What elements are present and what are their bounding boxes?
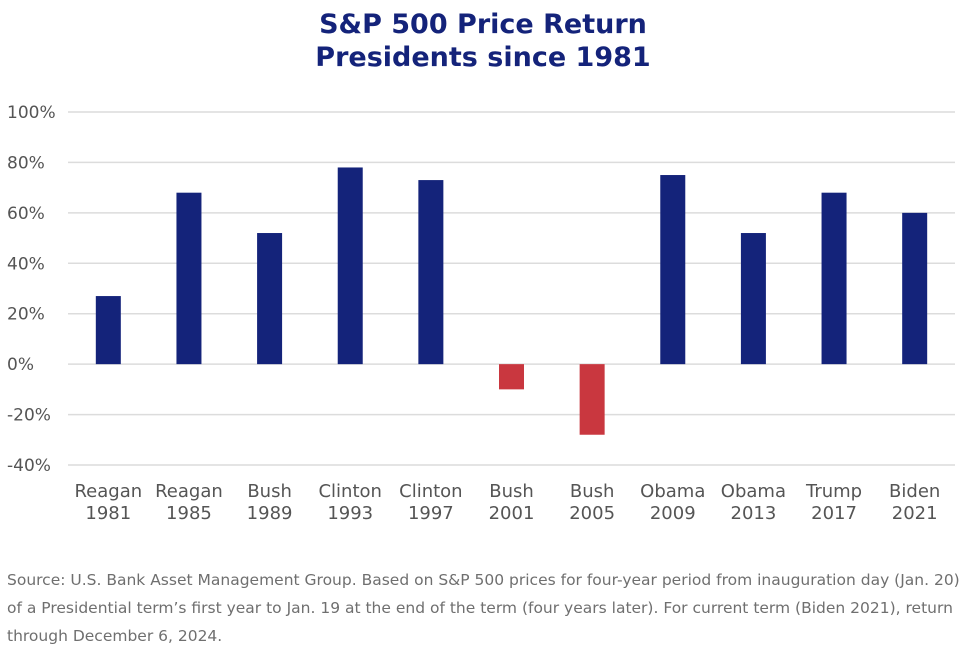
x-tick-label: 2005 — [569, 503, 615, 524]
bar — [176, 192, 202, 365]
y-tick-label: 80% — [7, 153, 45, 173]
x-tick-label: 2009 — [650, 503, 696, 524]
x-tick-label: Reagan — [74, 481, 142, 502]
x-tick-label: 1981 — [85, 503, 131, 524]
x-tick-label: Reagan — [155, 481, 223, 502]
x-tick-label: Biden — [889, 481, 940, 502]
bar — [660, 175, 686, 365]
x-tick-label: Bush — [570, 481, 615, 502]
x-tick-label: 2017 — [811, 503, 857, 524]
x-tick-label: Clinton — [399, 481, 462, 502]
y-tick-label: 100% — [7, 103, 56, 123]
bar — [499, 364, 524, 390]
bars — [95, 167, 928, 435]
x-tick-label: Obama — [640, 481, 705, 502]
bar — [418, 180, 444, 365]
chart-title-line-2: Presidents since 1981 — [315, 42, 651, 73]
bar — [902, 212, 928, 365]
x-tick-label: Trump — [805, 481, 862, 502]
x-tick-label: 1985 — [166, 503, 212, 524]
y-tick-label: 60% — [7, 204, 45, 224]
chart-title-line-1: S&P 500 Price Return — [319, 9, 647, 40]
bar — [337, 167, 363, 365]
x-tick-label: 1989 — [247, 503, 293, 524]
y-tick-label: -20% — [7, 406, 51, 426]
x-tick-label: 2001 — [489, 503, 535, 524]
y-axis-tick-labels: 100% 80% 60% 40% 20% 0% -20% -40% — [7, 103, 56, 476]
y-tick-label: 40% — [7, 254, 45, 274]
chart-title: S&P 500 Price Return Presidents since 19… — [0, 8, 966, 74]
y-tick-label: 20% — [7, 305, 45, 325]
y-tick-label: -40% — [7, 456, 51, 476]
bar — [579, 364, 605, 435]
bar — [95, 296, 121, 365]
x-axis-tick-labels: Reagan1981Reagan1985Bush1989Clinton1993C… — [74, 481, 940, 524]
x-tick-label: Bush — [489, 481, 534, 502]
x-tick-label: 1997 — [408, 503, 454, 524]
bar — [821, 192, 847, 365]
x-tick-label: Obama — [721, 481, 786, 502]
x-tick-label: Clinton — [318, 481, 381, 502]
x-tick-label: Bush — [247, 481, 292, 502]
x-tick-label: 1993 — [327, 503, 373, 524]
y-tick-label: 0% — [7, 355, 34, 375]
bar — [257, 233, 283, 365]
source-note: Source: U.S. Bank Asset Management Group… — [7, 571, 960, 645]
x-tick-label: 2013 — [731, 503, 777, 524]
bar — [740, 233, 766, 365]
x-tick-label: 2021 — [892, 503, 938, 524]
bar-chart: 100%80%60%40%20%0%-20%-40% Reagan1981Rea… — [7, 103, 955, 524]
